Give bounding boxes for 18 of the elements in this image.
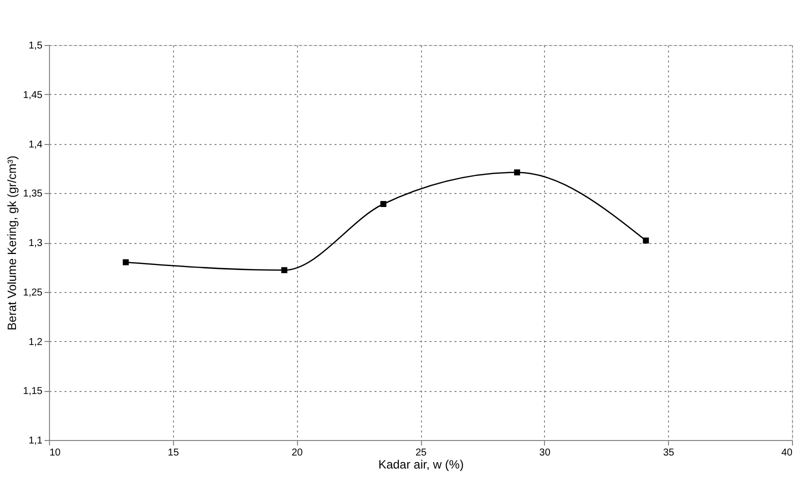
x-axis-title: Kadar air, w (%) (378, 458, 464, 472)
x-tick-label: 40 (781, 448, 793, 458)
x-tick-label: 30 (539, 448, 551, 458)
x-tick-label: 20 (292, 448, 304, 458)
y-tick-label: 1,5 (28, 40, 43, 52)
x-tick-label: 15 (168, 448, 180, 458)
y-tick-label: 1,4 (28, 139, 43, 150)
x-tick-label: 10 (50, 448, 62, 458)
y-tick-label: 1,3 (28, 238, 43, 249)
y-tick-label: 1,35 (23, 188, 43, 200)
y-axis-title: Berat Volume Kering, gk (gr/cm³) (5, 156, 20, 330)
y-tick-label: 1,2 (28, 336, 43, 348)
x-tick-label: 35 (663, 448, 675, 458)
y-tick-label: 1,25 (23, 287, 43, 298)
y-tick-label: 1,1 (28, 436, 43, 446)
y-tick-label: 1,15 (23, 386, 43, 398)
y-tick-label: 1,45 (23, 90, 43, 101)
x-tick-label: 25 (415, 448, 427, 458)
